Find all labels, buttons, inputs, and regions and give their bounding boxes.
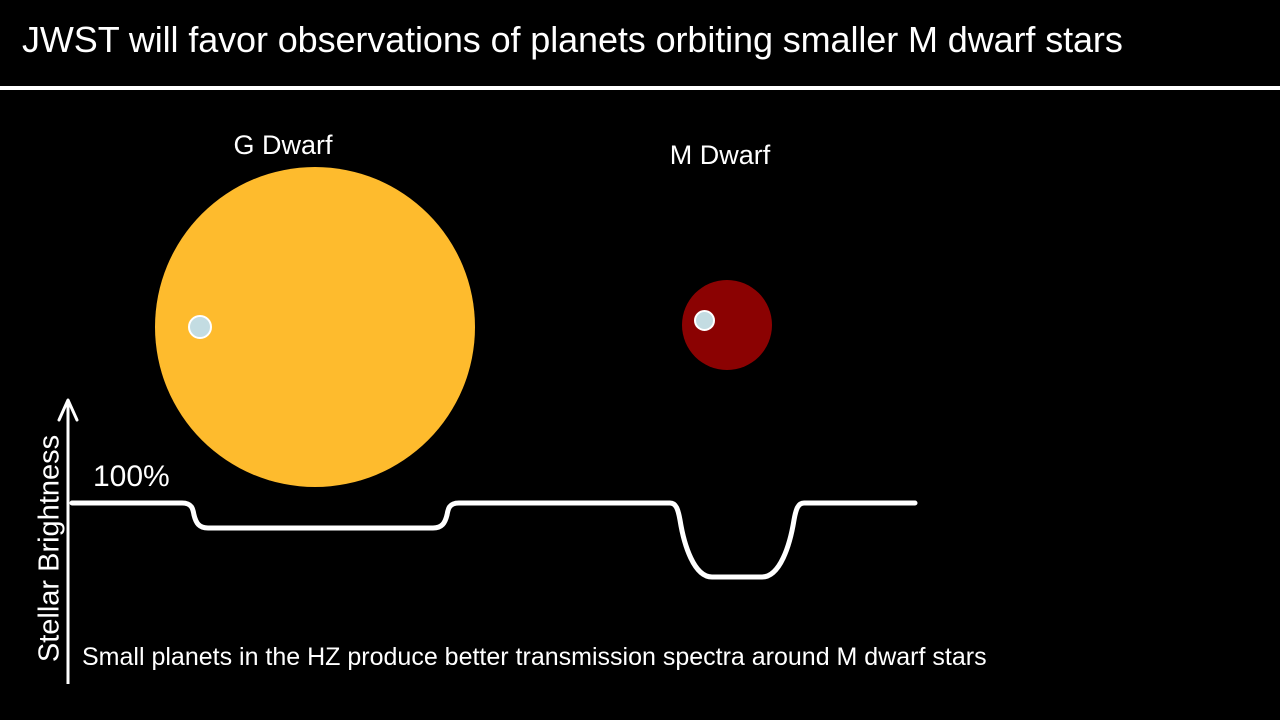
title-divider [0, 86, 1280, 90]
title-band: JWST will favor observations of planets … [0, 0, 1280, 90]
y-axis-label: Stellar Brightness [33, 434, 66, 663]
baseline-percent-label: 100% [93, 460, 170, 493]
slide-caption: Small planets in the HZ produce better t… [82, 643, 987, 671]
transit-light-curve [69, 500, 918, 580]
star-label-g-dwarf: G Dwarf [233, 130, 333, 160]
transiting-planet-m-dwarf [694, 310, 715, 331]
transiting-planet-g-dwarf [188, 315, 212, 339]
page-title: JWST will favor observations of planets … [22, 19, 1123, 60]
star-label-m-dwarf: M Dwarf [669, 140, 771, 170]
